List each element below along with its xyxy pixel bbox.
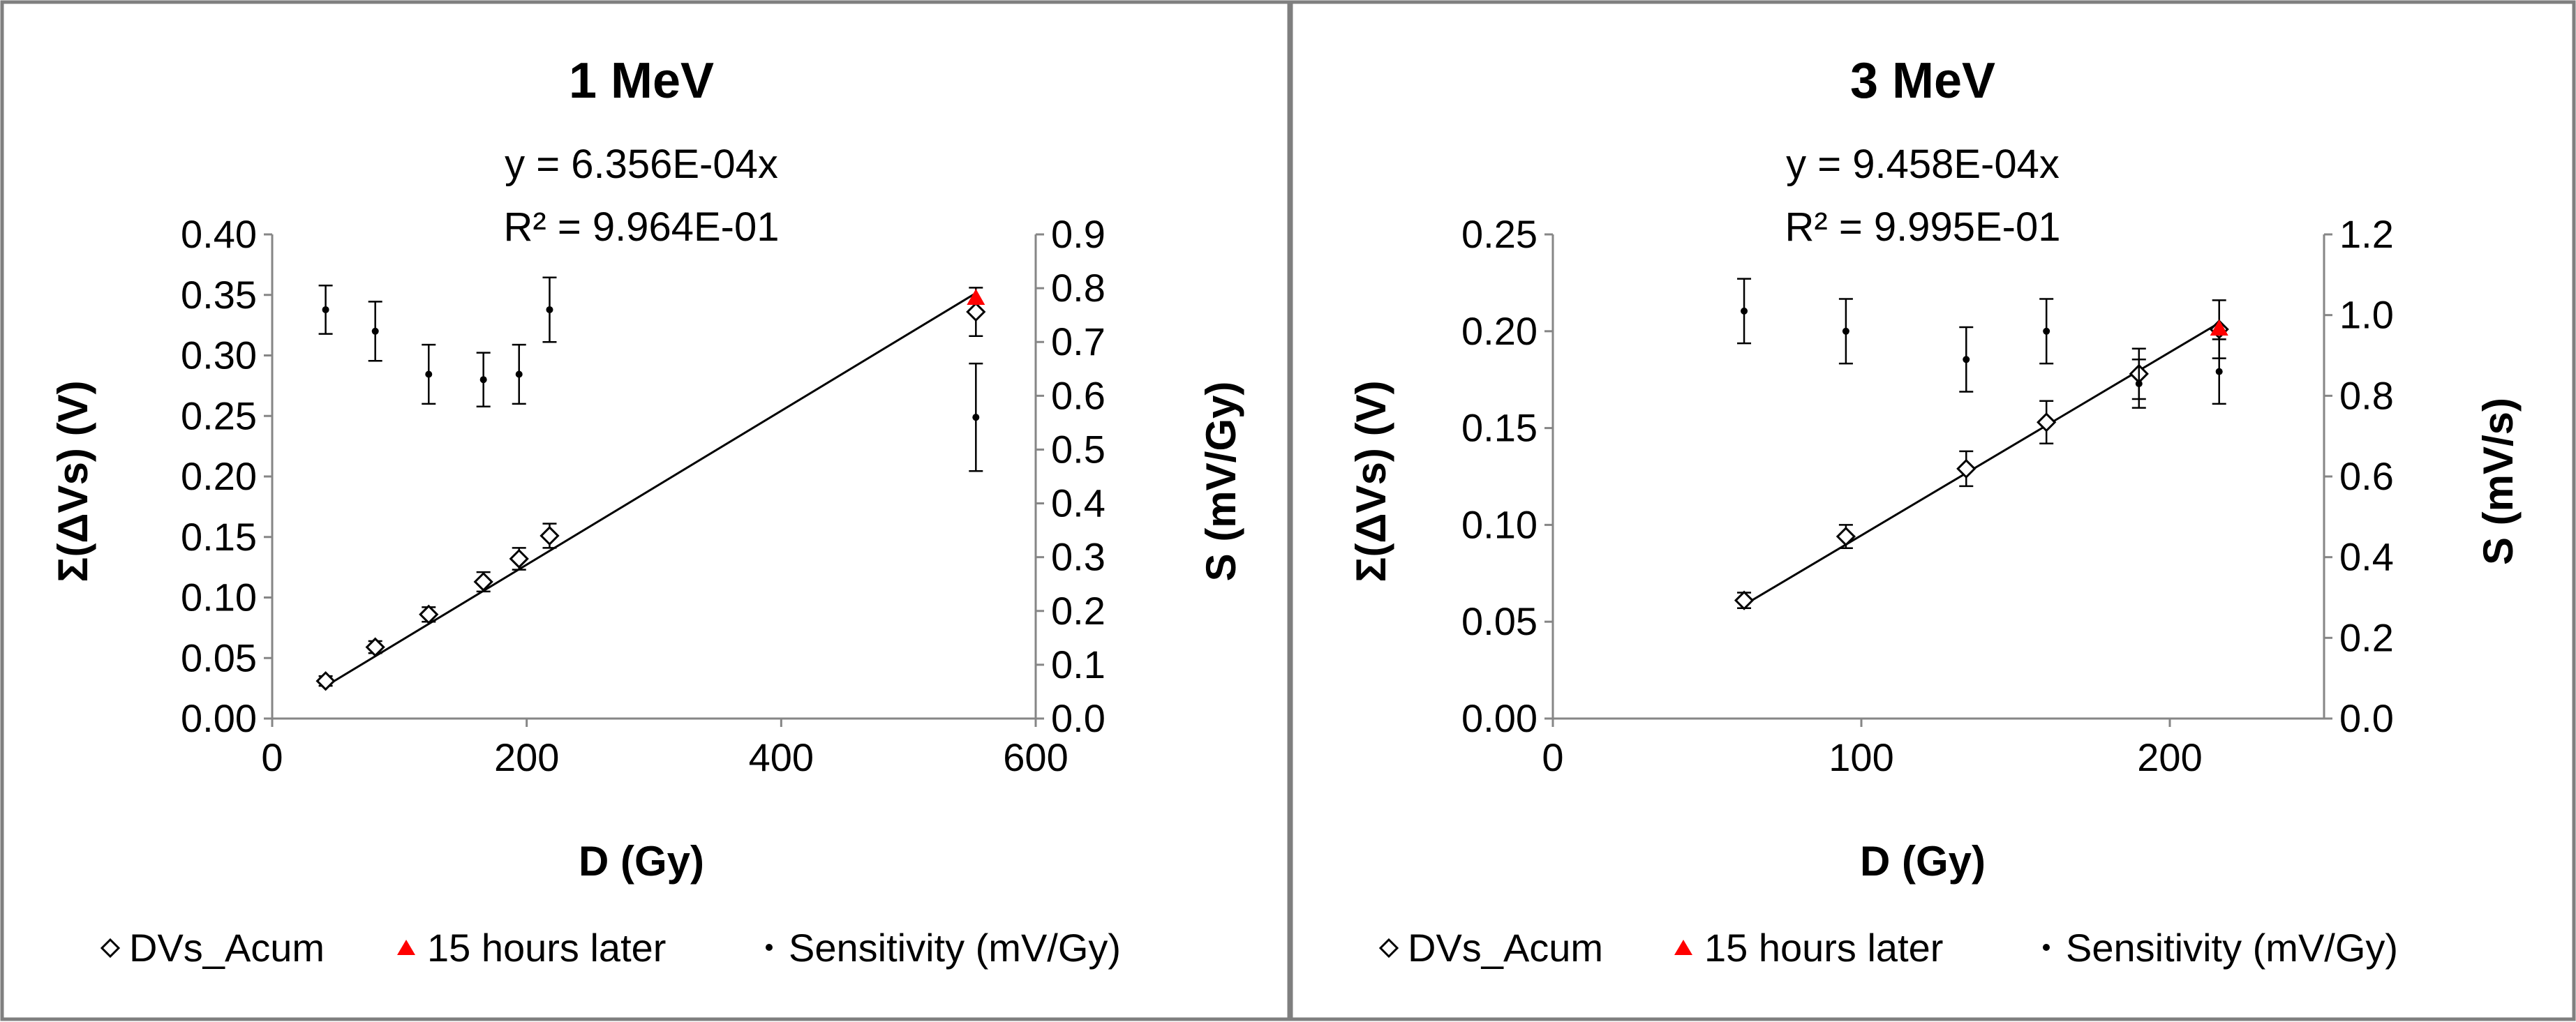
data-point-sensitivity [546,306,553,313]
y2-tick-label: 0.8 [2339,373,2394,417]
data-point-15-hours-later [2210,320,2228,336]
y-tick-label: 0.00 [1461,696,1538,740]
x-tick-label: 200 [2137,735,2202,779]
y2-tick-label: 1.0 [2339,293,2394,337]
x-tick-label: 0 [1542,735,1563,779]
y2-tick-label: 0.2 [1051,589,1105,633]
y-tick-label: 0.35 [181,273,257,317]
y2-tick-label: 0.5 [1051,427,1105,471]
legend-label-sensitivity: Sensitivity (mV/Gy) [2066,926,2398,970]
legend-label-dvs-acum: DVs_Acum [1408,926,1603,970]
y-tick-label: 0.40 [181,212,257,256]
y-axis-label: Σ(ΔVs) (V) [50,380,96,582]
legend-dot-icon [766,944,773,951]
data-point-dvs-acum [419,604,439,624]
chart-3-mev: 3 MeV y = 9.458E-04x R² = 9.995E-01 D (G… [1348,53,2522,970]
y2-tick-label: 1.2 [2339,212,2394,256]
x-tick-label: 0 [261,735,283,779]
y2-tick-label: 0.9 [1051,212,1105,256]
data-point-sensitivity [2043,327,2050,335]
y-tick-label: 0.20 [1461,309,1538,353]
data-point-15-hours-later [967,288,985,305]
data-point-dvs-acum [365,637,385,657]
legend: DVs_Acum 15 hours later Sensitivity (mV/… [1378,926,2398,970]
data-point-dvs-acum [509,548,529,569]
chart-title: 1 MeV [569,53,714,109]
data-point-sensitivity [371,327,379,335]
legend-triangle-icon [397,940,415,955]
data-point-sensitivity [479,376,487,384]
y2-tick-label: 0.4 [1051,481,1105,525]
left-panel-border [0,0,1291,1021]
chart-1-mev: 1 MeV y = 6.356E-04x R² = 9.964E-01 D (G… [50,53,1244,970]
y-axis-label: Σ(ΔVs) (V) [1348,380,1394,582]
data-point-dvs-acum [1836,526,1856,547]
y-tick-label: 0.00 [181,696,257,740]
y2-tick-label: 0.1 [1051,642,1105,686]
right-panel-border [1289,0,2576,1021]
plot-area: 0.00 0.05 0.10 0.15 0.20 0.25 0.0 0.2 0.4 0.6 0.8 1… [1461,212,2394,779]
data-point-sensitivity [515,370,523,378]
data-point-sensitivity [425,370,433,378]
y2-tick-label: 0.3 [1051,535,1105,579]
y-tick-label: 0.15 [181,515,257,559]
trendline-equation: y = 6.356E-04x [505,142,778,187]
y2-tick-label: 0.0 [2339,696,2394,740]
data-point-dvs-acum [1956,458,1976,479]
legend-diamond-icon [100,938,121,959]
legend-triangle-icon [1674,940,1692,955]
legend-dot-icon [2043,944,2050,951]
y2-tick-label: 0.8 [1051,266,1105,310]
y2-tick-label: 0.6 [1051,373,1105,417]
y-tick-label: 0.05 [1461,599,1538,643]
chart-title: 3 MeV [1850,53,1995,109]
y2-tick-label: 0.7 [1051,320,1105,363]
legend-label-sensitivity: Sensitivity (mV/Gy) [789,926,1121,970]
legend-label-15-hours: 15 hours later [1704,926,1943,970]
legend: DVs_Acum 15 hours later Sensitivity (mV/… [100,926,1121,970]
data-point-dvs-acum [1734,590,1755,610]
y2-tick-label: 0.2 [2339,615,2394,659]
y-tick-label: 0.10 [181,576,257,619]
y-tick-label: 0.30 [181,333,257,377]
y2-tick-label: 0.6 [2339,454,2394,498]
r-squared: R² = 9.995E-01 [1785,204,2061,250]
plot-area: 0.000.050.100.150.200.250.300.350.400.00… [181,212,1105,779]
y-tick-label: 0.20 [181,454,257,498]
y2-tick-label: 0.0 [1051,696,1105,740]
data-point-dvs-acum [473,571,493,592]
data-point-sensitivity [2215,368,2223,375]
y-tick-label: 0.25 [1461,212,1538,256]
x-tick-label: 200 [494,735,559,779]
y-tick-label: 0.05 [181,636,257,679]
legend-label-dvs-acum: DVs_Acum [129,926,325,970]
data-point-dvs-acum [966,301,986,322]
x-axis-label: D (Gy) [579,838,704,885]
x-axis-label: D (Gy) [1860,838,1986,885]
x-tick-label: 100 [1829,735,1893,779]
y2-tick-label: 0.4 [2339,535,2394,579]
y-tick-label: 0.25 [181,393,257,437]
legend-label-15-hours: 15 hours later [427,926,666,970]
data-point-sensitivity [2135,380,2143,387]
x-tick-label: 600 [1003,735,1068,779]
data-point-sensitivity [322,306,329,313]
data-point-sensitivity [1842,327,1849,335]
y-tick-label: 0.15 [1461,406,1538,450]
legend-diamond-icon [1378,938,1399,959]
data-point-sensitivity [1741,307,1748,315]
y2-axis-label: S (mV/Gy) [1198,382,1244,582]
data-point-dvs-acum [315,671,336,691]
r-squared: R² = 9.964E-01 [504,204,780,250]
data-point-sensitivity [972,414,980,421]
x-tick-label: 400 [749,735,814,779]
data-point-sensitivity [1963,356,1970,363]
y2-axis-label: S (mV/s) [2475,398,2522,565]
data-point-dvs-acum [2037,412,2057,433]
trendline-equation: y = 9.458E-04x [1786,142,2060,187]
y-tick-label: 0.10 [1461,502,1538,546]
data-point-dvs-acum [539,525,560,546]
